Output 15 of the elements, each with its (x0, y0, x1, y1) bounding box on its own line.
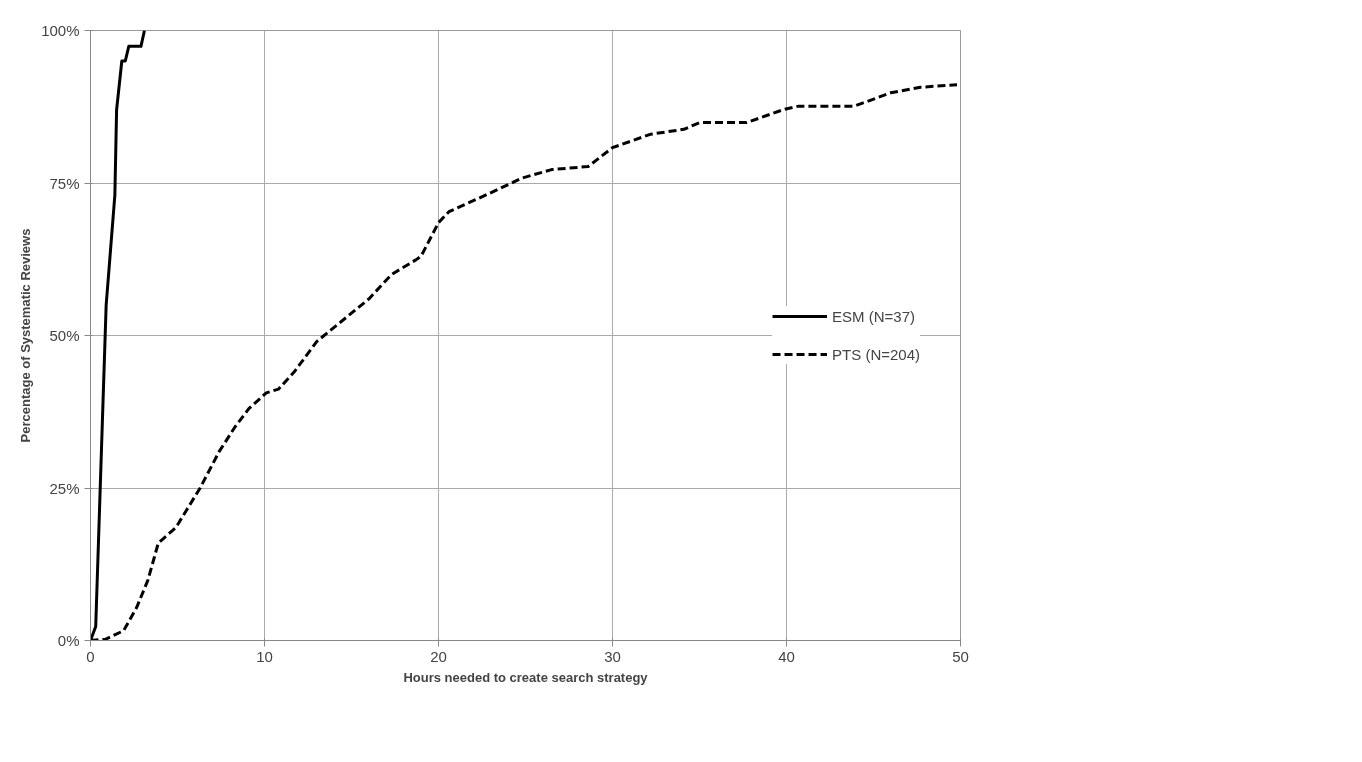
x-tick-label: 20 (430, 647, 447, 665)
y-tick-label: 50% (49, 327, 80, 344)
y-tick-label: 0% (57, 632, 80, 649)
x-tick-label: 10 (256, 647, 273, 665)
y-tick-label: 100% (41, 22, 80, 39)
x-axis-title: Hours needed to create search strategy (403, 669, 649, 685)
x-tick-label: 0 (86, 647, 95, 665)
y-tick-label: 25% (49, 479, 80, 497)
y-tick-label: 75% (49, 174, 80, 192)
legend-label: PTS (N=204) (832, 345, 920, 363)
x-tick-label: 50 (952, 647, 969, 665)
x-tick-label: 30 (604, 647, 621, 665)
x-tick-label: 40 (778, 647, 795, 665)
y-axis-title: Percentage of Systematic Reviews (18, 228, 34, 443)
legend-label: ESM (N=37) (832, 307, 915, 325)
